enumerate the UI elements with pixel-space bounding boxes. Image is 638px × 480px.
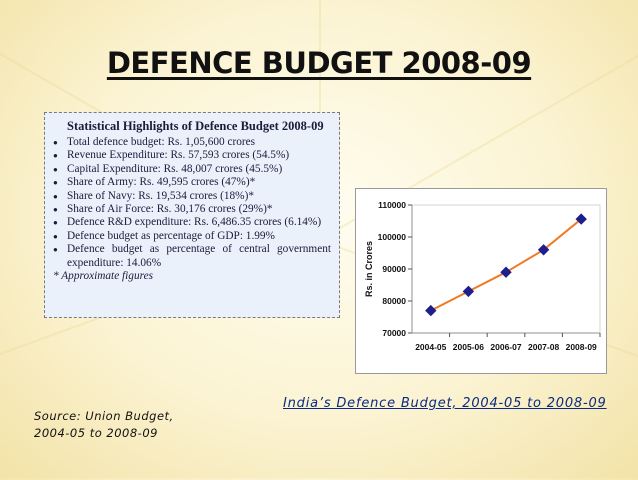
data-point — [575, 213, 587, 225]
y-tick-label: 100000 — [378, 232, 407, 242]
source-note: Source: Union Budget, 2004-05 to 2008-09 — [34, 409, 174, 440]
x-tick-label: 2005-06 — [453, 342, 484, 352]
data-point — [462, 285, 475, 298]
budget-line-chart: 70000 80000 90000 100000 110000 2004-05 2005-0… — [355, 188, 607, 374]
highlight-item: Total defence budget: Rs. 1,05,600 crore… — [53, 136, 331, 150]
x-tick-label: 2006-07 — [490, 342, 521, 352]
data-point — [500, 266, 512, 278]
y-tick-label: 90000 — [382, 264, 406, 274]
series-line — [430, 218, 582, 312]
data-point — [537, 244, 550, 256]
highlight-item: Share of Army: Rs. 49,595 crores (47%)* — [53, 176, 331, 190]
highlight-item: Share of Navy: Rs. 19,534 crores (18%)* — [53, 190, 331, 204]
y-axis-label: Rs. in Crores — [364, 241, 374, 297]
slide-title: DEFENCE BUDGET 2008-09 — [106, 46, 532, 80]
chart-caption: India’s Defence Budget, 2004-05 to 2008-… — [283, 396, 607, 411]
x-tick-label: 2007-08 — [528, 342, 559, 352]
statistical-highlights-panel: Statistical Highlights of Defence Budget… — [44, 112, 340, 318]
highlights-list: Total defence budget: Rs. 1,05,600 crore… — [53, 136, 331, 270]
highlight-item: Capital Expenditure: Rs. 48,007 crores (… — [53, 163, 331, 177]
highlight-item: Defence budget as percentage of central … — [53, 243, 331, 270]
highlights-heading: Statistical Highlights of Defence Budget… — [67, 119, 324, 133]
y-tick-label: 110000 — [378, 200, 406, 210]
approximate-figures-note: * Approximate figures — [53, 270, 153, 283]
highlight-item: Share of Air Force: Rs. 30,176 crores (2… — [53, 203, 331, 217]
y-tick-label: 70000 — [382, 328, 406, 338]
x-tick-label: 2008-09 — [566, 342, 597, 352]
highlight-item: Defence R&D expenditure: Rs. 6,486.35 cr… — [53, 216, 331, 230]
data-point — [425, 304, 437, 317]
highlight-item: Revenue Expenditure: Rs. 57,593 crores (… — [53, 149, 331, 163]
x-tick-label: 2004-05 — [415, 342, 446, 352]
chart-svg: 70000 80000 90000 100000 110000 2004-05 2005-0… — [364, 200, 601, 352]
y-tick-label: 80000 — [382, 296, 406, 306]
highlight-item: Defence budget as percentage of GDP: 1.9… — [53, 230, 331, 244]
